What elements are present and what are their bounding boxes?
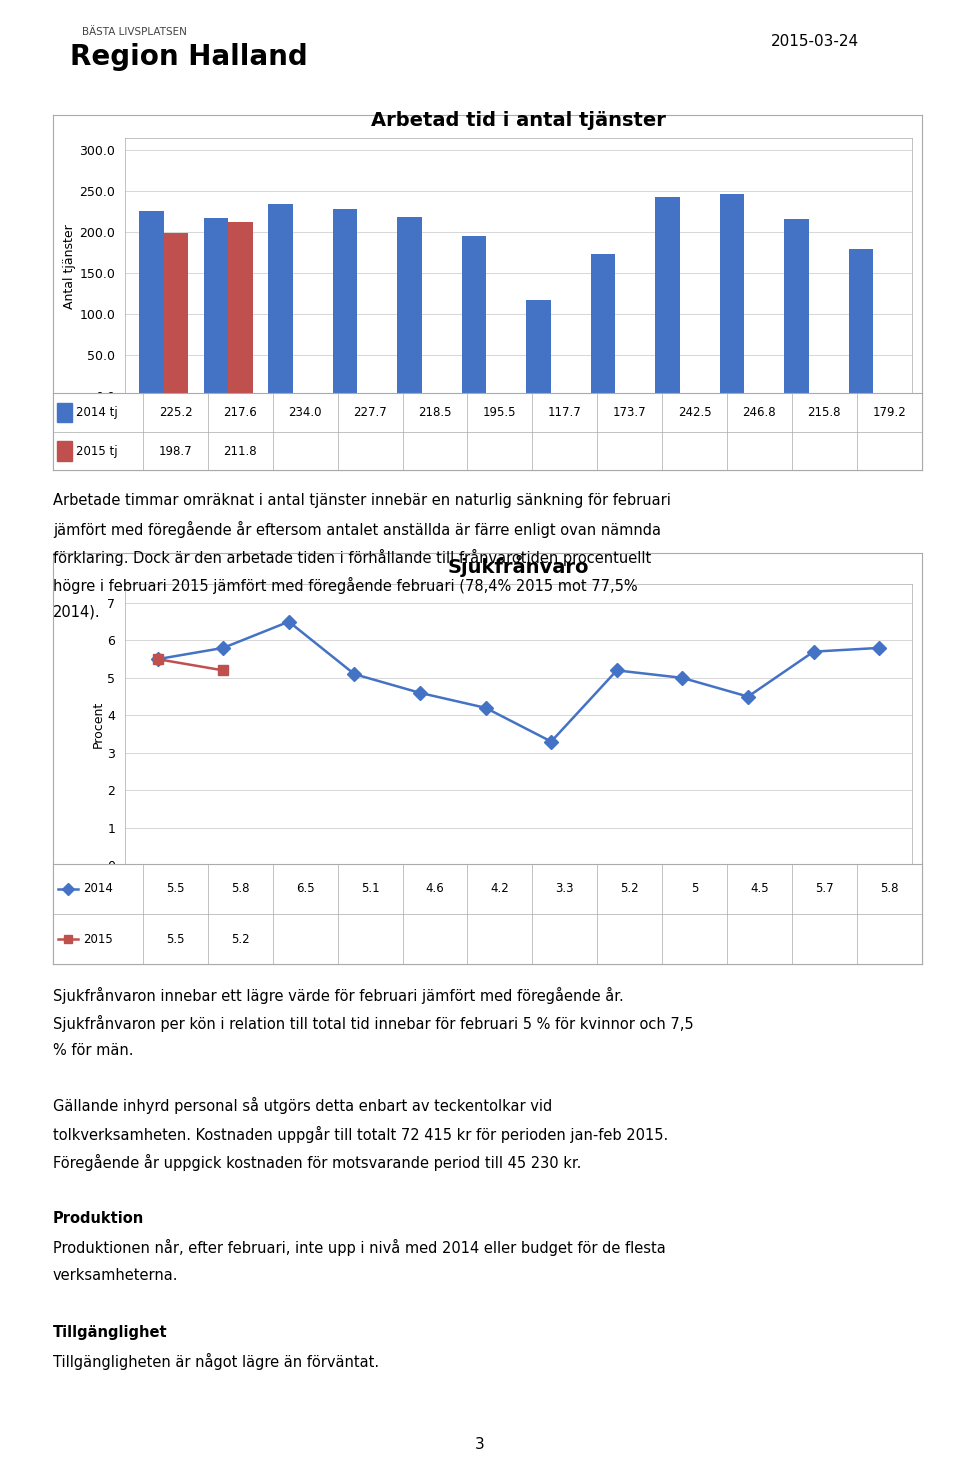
- Text: 3.3: 3.3: [556, 883, 574, 895]
- Text: 6.5: 6.5: [296, 883, 315, 895]
- Text: Produktion: Produktion: [53, 1211, 144, 1226]
- Text: Föregående år uppgick kostnaden för motsvarande period till 45 230 kr.: Föregående år uppgick kostnaden för mots…: [53, 1154, 581, 1171]
- Text: förklaring. Dock är den arbetade tiden i förhållande till frånvarotiden procentu: förklaring. Dock är den arbetade tiden i…: [53, 549, 651, 566]
- Text: 2015: 2015: [83, 933, 112, 945]
- Text: 5.2: 5.2: [231, 933, 250, 945]
- Text: Gällande inhyrd personal så utgörs detta enbart av teckentolkar vid: Gällande inhyrd personal så utgörs detta…: [53, 1097, 552, 1115]
- Y-axis label: Procent: Procent: [91, 701, 105, 748]
- Text: 2014).: 2014).: [53, 605, 101, 620]
- Bar: [204, 217, 228, 396]
- Text: 4.5: 4.5: [750, 883, 769, 895]
- Text: 5: 5: [691, 883, 698, 895]
- Bar: [462, 235, 486, 396]
- Text: 242.5: 242.5: [678, 407, 711, 419]
- Text: 117.7: 117.7: [548, 407, 582, 419]
- Bar: [397, 217, 421, 396]
- Text: 227.7: 227.7: [353, 407, 387, 419]
- Text: 215.8: 215.8: [807, 407, 841, 419]
- Text: 5.1: 5.1: [361, 883, 379, 895]
- Title: Sjukfrånvaro: Sjukfrånvaro: [447, 555, 589, 577]
- Text: Tillgänglighet: Tillgänglighet: [53, 1325, 167, 1340]
- Title: Arbetad tid i antal tjänster: Arbetad tid i antal tjänster: [371, 111, 666, 130]
- Bar: [849, 248, 874, 396]
- Text: 4.2: 4.2: [491, 883, 509, 895]
- Text: 179.2: 179.2: [873, 407, 906, 419]
- Text: 5.2: 5.2: [620, 883, 639, 895]
- Bar: [57, 441, 71, 460]
- Text: 5.5: 5.5: [166, 883, 184, 895]
- Bar: [784, 219, 808, 396]
- Text: 234.0: 234.0: [288, 407, 322, 419]
- Text: Sjukfrånvaron per kön i relation till total tid innebar för februari 5 % för kvi: Sjukfrånvaron per kön i relation till to…: [53, 1015, 693, 1032]
- Text: 5.7: 5.7: [815, 883, 833, 895]
- Bar: [332, 210, 357, 396]
- Text: Arbetade timmar omräknat i antal tjänster innebär en naturlig sänkning för febru: Arbetade timmar omräknat i antal tjänste…: [53, 493, 671, 507]
- Bar: [526, 300, 551, 396]
- Text: 5.5: 5.5: [166, 933, 184, 945]
- Text: 5.8: 5.8: [231, 883, 250, 895]
- Bar: [228, 222, 252, 396]
- Text: Sjukfrånvaron innebar ett lägre värde för februari jämfört med föregående år.: Sjukfrånvaron innebar ett lägre värde fö…: [53, 986, 624, 1004]
- Text: BÄSTA LIVSPLATSEN: BÄSTA LIVSPLATSEN: [82, 27, 186, 37]
- Text: 2014 tj: 2014 tj: [76, 407, 117, 419]
- Text: 2014: 2014: [83, 883, 112, 895]
- Text: 4.6: 4.6: [425, 883, 444, 895]
- Bar: [57, 402, 71, 422]
- Text: Region Halland: Region Halland: [70, 43, 308, 71]
- Text: 2015-03-24: 2015-03-24: [771, 34, 859, 49]
- Text: 225.2: 225.2: [158, 407, 192, 419]
- Text: tolkverksamheten. Kostnaden uppgår till totalt 72 415 kr för perioden jan-feb 20: tolkverksamheten. Kostnaden uppgår till …: [53, 1126, 668, 1143]
- Text: 246.8: 246.8: [743, 407, 777, 419]
- Text: Tillgängligheten är något lägre än förväntat.: Tillgängligheten är något lägre än förvä…: [53, 1353, 379, 1371]
- Bar: [139, 211, 163, 396]
- Text: % för män.: % för män.: [53, 1043, 133, 1057]
- Text: 198.7: 198.7: [158, 445, 192, 457]
- Bar: [268, 204, 293, 396]
- Bar: [655, 197, 680, 396]
- Bar: [720, 194, 744, 396]
- Bar: [590, 254, 615, 396]
- Text: 195.5: 195.5: [483, 407, 516, 419]
- Text: 5.8: 5.8: [880, 883, 899, 895]
- Bar: [163, 234, 188, 396]
- Text: Produktionen når, efter februari, inte upp i nivå med 2014 eller budget för de f: Produktionen når, efter februari, inte u…: [53, 1239, 665, 1257]
- Text: 218.5: 218.5: [419, 407, 452, 419]
- Text: jämfört med föregående år eftersom antalet anställda är färre enligt ovan nämnda: jämfört med föregående år eftersom antal…: [53, 521, 660, 538]
- Y-axis label: Antal tjänster: Antal tjänster: [63, 225, 77, 309]
- Text: 211.8: 211.8: [224, 445, 257, 457]
- Text: 3: 3: [475, 1438, 485, 1452]
- Text: högre i februari 2015 jämfört med föregående februari (78,4% 2015 mot 77,5%: högre i februari 2015 jämfört med föregå…: [53, 577, 637, 595]
- Text: 217.6: 217.6: [224, 407, 257, 419]
- Text: verksamheterna.: verksamheterna.: [53, 1268, 179, 1282]
- Text: 173.7: 173.7: [612, 407, 646, 419]
- Text: 2015 tj: 2015 tj: [76, 445, 117, 457]
